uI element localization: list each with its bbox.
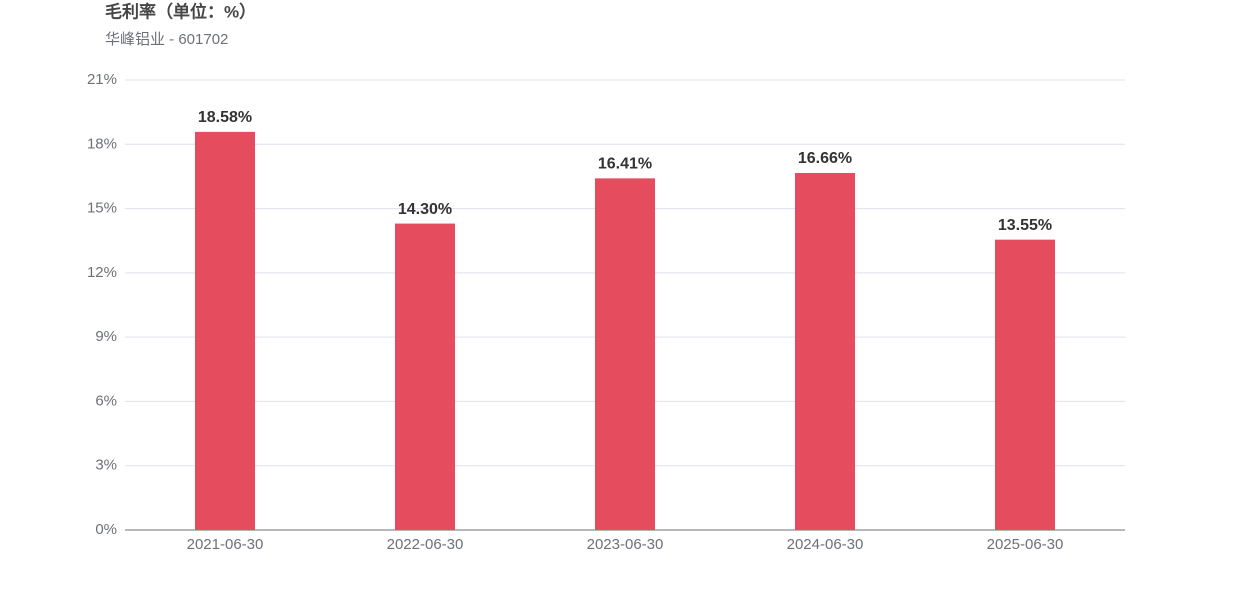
- x-tick-label: 2024-06-30: [787, 536, 864, 553]
- y-tick-label: 6%: [95, 392, 117, 409]
- y-tick-label: 18%: [87, 135, 117, 152]
- y-tick-label: 9%: [95, 328, 117, 345]
- y-tick-label: 21%: [87, 71, 117, 88]
- y-tick-label: 3%: [95, 457, 117, 474]
- data-label: 16.66%: [798, 150, 852, 167]
- chart-subtitle: 华峰铝业 - 601702: [105, 31, 228, 48]
- bar: [595, 178, 655, 530]
- y-tick-label: 15%: [87, 200, 117, 217]
- x-tick-label: 2022-06-30: [387, 536, 464, 553]
- x-tick-label: 2021-06-30: [187, 536, 264, 553]
- data-label: 13.55%: [998, 217, 1052, 234]
- x-tick-label: 2025-06-30: [987, 536, 1064, 553]
- bar: [195, 131, 255, 530]
- data-label: 14.30%: [398, 201, 452, 218]
- y-tick-label: 12%: [87, 264, 117, 281]
- bar: [995, 239, 1055, 530]
- bar: [395, 223, 455, 531]
- x-tick-label: 2023-06-30: [587, 536, 664, 553]
- y-tick-label: 0%: [95, 521, 117, 538]
- bar: [795, 173, 855, 530]
- chart-title: 毛利率（单位：%）: [105, 1, 256, 21]
- data-label: 16.41%: [598, 156, 652, 173]
- data-label: 18.58%: [198, 109, 252, 126]
